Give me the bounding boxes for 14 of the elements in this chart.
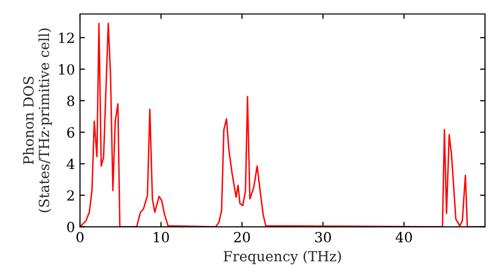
x-tick-label: 30 [315,232,331,242]
y-tick-label: 0 [67,222,74,232]
y-tick-label: 10 [59,64,74,75]
y-axis-title: Phonon DOS (States/THz·primitive cell) [22,28,52,212]
x-tick-label: 40 [396,232,412,242]
y-tick-label: 8 [67,96,74,106]
y-tick-label: 4 [66,158,74,170]
y-tick-label: 6 [67,127,74,138]
y-tick-label: 12 [59,32,74,43]
x-tick-label: 0 [76,232,84,242]
x-axis-title: Frequency (THz) [224,250,341,264]
y-tick-label: 2 [67,190,74,201]
x-tick-label: 20 [234,232,250,242]
x-tick-label: 10 [154,232,169,242]
